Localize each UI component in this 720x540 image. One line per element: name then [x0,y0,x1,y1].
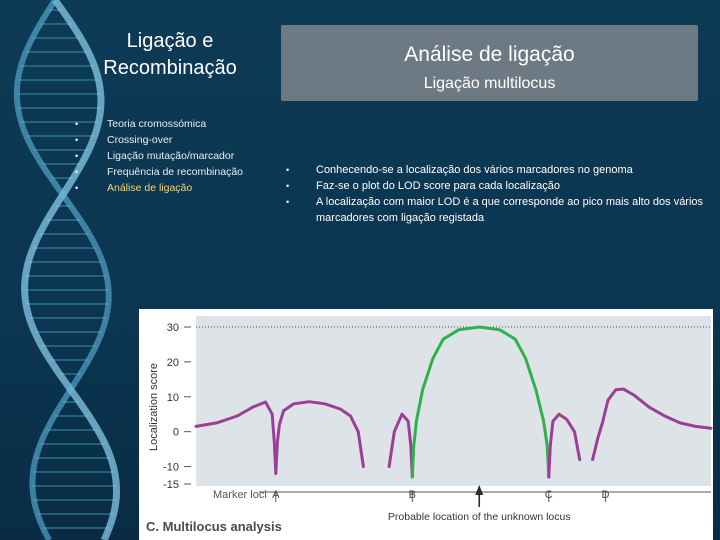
y-tick-label: 0 [173,427,179,439]
series-line [194,400,365,475]
sidebar-item-teoria-cromossomica[interactable]: Teoria cromossómica [75,116,243,132]
lod-figure: 30 20 10 0 -10 -15 Localization score Marker lo… [139,309,713,540]
series-line [387,412,414,479]
marker-label: C [545,489,553,501]
series-line [591,387,713,462]
dna-strand [21,0,121,540]
page-subtitle: Ligação multilocus [423,75,556,92]
y-axis-label: Localization score [148,363,160,451]
location-arrow-head [475,485,484,495]
plot-area [196,316,711,486]
sidebar-title: Ligação e Recombinação [103,30,237,79]
y-tick-label: 30 [167,322,179,334]
y-tick-label: -15 [163,479,179,491]
series-line [547,412,582,479]
marker-loci-label: Marker loci [213,489,267,501]
marker-label: A [272,489,280,501]
sidebar-item-ligacao-mutacao-marcador[interactable]: Ligação mutação/marcador [75,148,243,164]
sidebar-item-analise-ligacao[interactable]: Análise de ligação [75,180,243,196]
page-title: Análise de ligação [404,43,575,66]
marker-label: D [601,489,609,501]
y-tick-label: -10 [163,462,179,474]
y-tick-label: 20 [167,357,179,369]
bullet-item: A localização com maior LOD é a que corr… [286,194,706,226]
marker-label: B [409,489,416,501]
bullet-item: Faz-se o plot do LOD score para cada loc… [286,178,706,194]
sidebar-item-crossing-over[interactable]: Crossing-over [75,132,243,148]
sidebar-item-frequencia-recombinacao[interactable]: Frequência de recombinação [75,164,243,180]
arrow-label: Probable location of the unknown locus [388,511,571,523]
y-tick-label: 10 [167,392,179,404]
bullet-list: Conhecendo-se a localização dos vários m… [286,162,706,226]
dna-strand [13,0,112,540]
lod-chart: 30 20 10 0 -10 -15 Localization score Marker lo… [148,322,713,523]
sidebar-list: Teoria cromossómica Crossing-over Ligaçã… [75,116,243,196]
figure-caption: C. Multilocus analysis [146,519,282,534]
heading-box: Análise de ligação Ligação multilocus [281,25,698,101]
series-line [410,325,551,479]
bullet-item: Conhecendo-se a localização dos vários m… [286,162,706,178]
